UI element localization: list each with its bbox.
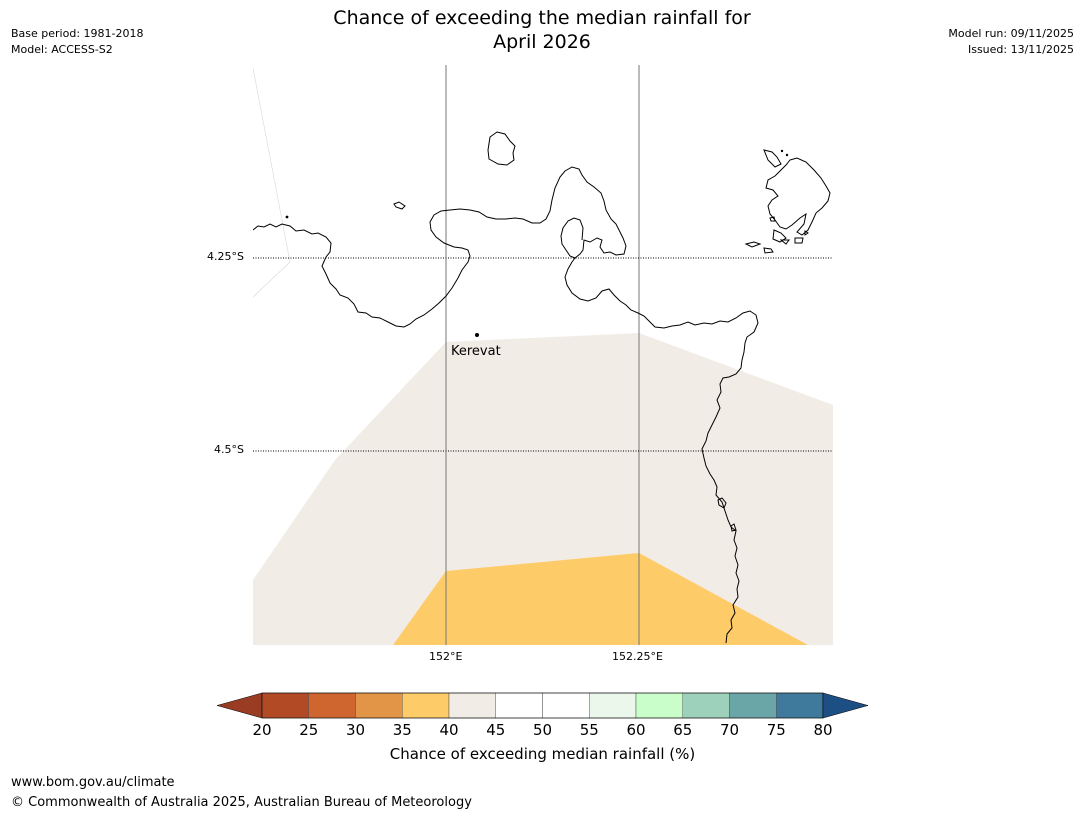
colorbar-tick-label: 20 — [252, 721, 271, 739]
colorbar-cell — [402, 692, 450, 719]
lon-label-152: 152°E — [429, 650, 463, 663]
colorbar-tick-label: 75 — [767, 721, 786, 739]
forecast-map: Kerevat — [253, 65, 833, 645]
colorbar-under-arrow — [216, 692, 263, 719]
colorbar-cell — [589, 692, 637, 719]
colorbar-cell — [261, 692, 309, 719]
footer-url[interactable]: www.bom.gov.au/climate — [11, 775, 175, 790]
coastline-islands-east — [744, 149, 831, 254]
colorbar-cell — [682, 692, 730, 719]
colorbar-cell — [635, 692, 683, 719]
title-line-1: Chance of exceeding the median rainfall … — [333, 7, 751, 29]
colorbar-tick-label: 45 — [486, 721, 505, 739]
colorbar-tick-label: 35 — [393, 721, 412, 739]
lon-label-152-25: 152.25°E — [612, 650, 663, 663]
colorbar-over-arrow — [822, 692, 869, 719]
colorbar-tick-label: 40 — [439, 721, 458, 739]
probability-band-40-45 — [253, 333, 833, 645]
kerevat-label: Kerevat — [451, 344, 501, 359]
lat-label-4-5: 4.5°S — [214, 443, 244, 456]
map-edge-line — [253, 261, 291, 298]
base-period-text: Base period: 1981-2018 — [11, 27, 144, 40]
colorbar-tick-label: 25 — [299, 721, 318, 739]
issued-text: Issued: 13/11/2025 — [967, 43, 1074, 56]
colorbar-tick-label: 65 — [673, 721, 692, 739]
colorbar-cell — [448, 692, 496, 719]
colorbar-cell — [355, 692, 403, 719]
colorbar-tick-label: 50 — [533, 721, 552, 739]
colorbar: 20 25 30 35 40 45 50 55 60 65 70 75 80 — [216, 692, 869, 739]
colorbar-tick-label: 70 — [720, 721, 739, 739]
colorbar-tick-label: 60 — [626, 721, 645, 739]
colorbar-cell — [308, 692, 356, 719]
colorbar-cell — [729, 692, 777, 719]
map-title: Chance of exceeding the median rainfall … — [242, 6, 842, 54]
kerevat-marker — [475, 333, 479, 337]
islet-dot — [780, 149, 784, 153]
colorbar-tick-label: 30 — [346, 721, 365, 739]
model-run-text: Model run: 09/11/2025 — [948, 27, 1074, 40]
islet-dot — [785, 153, 789, 157]
coastline-islet — [393, 201, 737, 532]
model-text: Model: ACCESS-S2 — [11, 43, 113, 56]
colorbar-tick-label: 80 — [813, 721, 832, 739]
colorbar-cell — [776, 692, 824, 719]
footer-copyright: © Commonwealth of Australia 2025, Austra… — [11, 795, 472, 810]
map-edge-line — [253, 67, 291, 263]
probability-band-35-40 — [393, 553, 808, 645]
colorbar-tick-label: 55 — [580, 721, 599, 739]
colorbar-cell — [495, 692, 543, 719]
title-line-2: April 2026 — [493, 31, 591, 53]
islet-dot — [285, 215, 289, 219]
colorbar-cell — [542, 692, 590, 719]
coastline-island-north — [487, 131, 516, 166]
lat-label-4-25: 4.25°S — [207, 250, 244, 263]
colorbar-label: Chance of exceeding median rainfall (%) — [389, 745, 696, 763]
coastline-gazelle-peninsula — [253, 166, 759, 644]
